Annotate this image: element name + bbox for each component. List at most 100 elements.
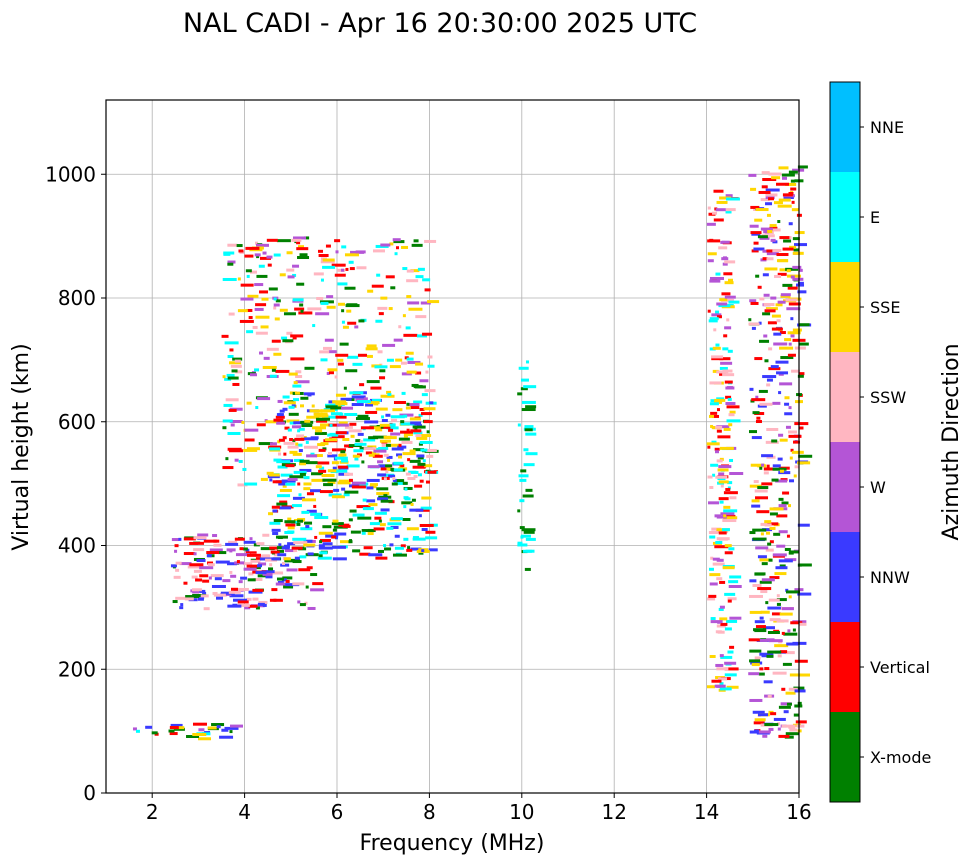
echo-point [341, 268, 345, 272]
echo-point [199, 566, 214, 570]
echo-point [749, 579, 757, 583]
echo-point [279, 506, 292, 510]
echo-point [766, 654, 774, 658]
echo-point [389, 543, 394, 547]
echo-point [277, 549, 285, 553]
echo-point [292, 496, 305, 500]
x-tick-label: 16 [786, 800, 811, 824]
echo-point [776, 619, 789, 623]
echo-point [281, 336, 288, 340]
echo-point [242, 467, 247, 471]
echo-point [517, 509, 521, 513]
echo-point [335, 402, 348, 406]
echo-point [275, 369, 290, 373]
echo-point [331, 522, 344, 526]
echo-point [794, 659, 808, 663]
echo-point [230, 587, 238, 591]
echo-point [272, 509, 278, 513]
echo-point [425, 536, 438, 540]
echo-point [230, 423, 235, 427]
echo-point [287, 542, 296, 546]
echo-point [389, 365, 401, 369]
echo-point [402, 452, 416, 456]
echo-point [753, 241, 759, 245]
echo-point [288, 412, 299, 416]
echo-point [237, 277, 241, 281]
echo-point [410, 421, 422, 425]
echo-point [780, 293, 791, 297]
echo-point [291, 546, 303, 550]
echo-point [754, 218, 763, 222]
echo-point [172, 600, 178, 604]
echo-point [258, 562, 267, 566]
echo-point [765, 531, 770, 535]
echo-point [216, 596, 224, 600]
echo-point [376, 487, 389, 491]
echo-point [413, 239, 419, 243]
echo-point [400, 430, 414, 434]
echo-point [296, 241, 301, 245]
echo-point [254, 368, 260, 372]
echo-point [385, 413, 391, 417]
echo-point [402, 314, 406, 318]
echo-point [403, 333, 418, 337]
echo-point [304, 601, 308, 605]
echo-point [721, 292, 731, 296]
echo-point [403, 414, 408, 418]
echo-point [380, 425, 391, 429]
echo-point [762, 375, 777, 379]
echo-point [259, 256, 271, 260]
echo-point [184, 597, 194, 601]
echo-point [311, 472, 324, 476]
echo-point [759, 297, 765, 301]
echo-point [397, 445, 407, 449]
echo-point [332, 545, 347, 549]
echo-point [789, 456, 793, 460]
echo-point [282, 407, 288, 411]
echo-point [754, 620, 765, 624]
echo-point [409, 508, 424, 512]
echo-point [212, 534, 218, 538]
echo-point [798, 323, 810, 327]
echo-point [524, 425, 534, 429]
echo-point [295, 443, 303, 447]
echo-point [226, 373, 235, 377]
echo-point [361, 531, 366, 535]
echo-point [316, 419, 328, 423]
echo-point [314, 432, 327, 436]
echo-point [729, 472, 744, 476]
echo-point [788, 595, 792, 599]
echo-point [753, 729, 759, 733]
echo-point [792, 251, 804, 255]
echo-point [517, 541, 523, 545]
echo-point [716, 667, 729, 671]
echo-point [377, 473, 387, 477]
echo-point [768, 639, 783, 643]
echo-point [791, 369, 801, 373]
echo-point [405, 472, 411, 476]
echo-point [758, 190, 771, 194]
echo-point [269, 521, 281, 525]
echo-point [263, 356, 270, 360]
echo-point [729, 496, 737, 500]
echo-point [788, 191, 794, 195]
echo-point [759, 402, 773, 406]
echo-point [770, 712, 777, 716]
echo-point [368, 503, 378, 507]
echo-point [523, 463, 535, 467]
echo-point [232, 382, 240, 386]
echo-point [211, 723, 225, 727]
echo-point [222, 375, 226, 379]
echo-point [785, 267, 799, 271]
echo-point [320, 442, 329, 446]
echo-point [411, 498, 416, 502]
echo-point [362, 498, 367, 502]
echo-point [193, 569, 202, 573]
echo-point [708, 594, 717, 598]
echo-point [406, 295, 412, 299]
echo-point [359, 552, 371, 556]
echo-point [415, 315, 427, 319]
echo-point [401, 372, 412, 376]
echo-point [762, 177, 777, 181]
echo-point [773, 201, 783, 205]
